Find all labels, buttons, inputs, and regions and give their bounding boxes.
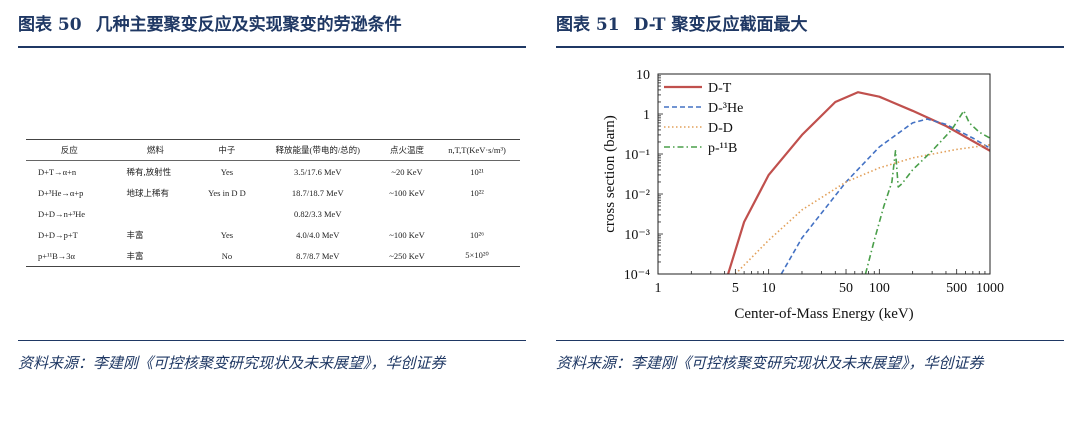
x-tick-label: 500: [946, 281, 967, 296]
table-cell: No: [198, 245, 256, 267]
title-rule: [556, 46, 1064, 48]
table-cell: ~20 KeV: [391, 166, 423, 177]
y-tick-label: 10: [636, 68, 650, 83]
title-rule: [18, 46, 526, 48]
table-cell: 10²¹: [470, 166, 484, 177]
x-tick-label: 10: [762, 281, 776, 296]
x-tick-label: 100: [869, 281, 890, 296]
legend-label: p-¹¹B: [708, 141, 737, 156]
y-tick-label: 10⁻²: [624, 188, 650, 203]
table-row: D+D→n+³He 0.82/3.3 MeV: [26, 203, 520, 224]
x-tick-label: 50: [839, 281, 853, 296]
figure-51-title: 图表 51 D-T 聚变反应截面最大: [556, 10, 1064, 40]
y-axis-title: cross section (barn): [602, 115, 618, 232]
table-cell: 0.82/3.3 MeV: [294, 208, 342, 219]
table-cell: [113, 203, 199, 224]
col-header-ignition-temp: 点火温度: [380, 139, 435, 161]
table-cell: 10²⁶: [470, 229, 485, 240]
table-cell: 丰富: [112, 245, 199, 267]
table-cell: [380, 203, 434, 224]
table-cell: Yes: [220, 166, 234, 177]
table-cell: D+T→α+n: [38, 166, 77, 177]
table-cell: 稀有,放射性: [126, 166, 172, 177]
legend-label: D-D: [708, 121, 733, 136]
y-tick-label: 10⁻¹: [624, 148, 650, 163]
table-row: D+T→α+n 稀有,放射性 Yes 3.5/17.6 MeV ~20 KeV …: [26, 161, 520, 183]
table-cell: [198, 203, 255, 224]
table-cell: D+D→p+T: [38, 229, 78, 240]
series-line-3: [734, 144, 990, 274]
figure-50-label: 图表 50: [18, 15, 82, 35]
table-cell: 地球上稀有: [126, 187, 170, 198]
x-tick-label: 5: [732, 281, 739, 296]
col-header-lawson: n,T,T(KeV·s/m³): [434, 139, 520, 161]
table-cell: 18.7/18.7 MeV: [291, 187, 344, 198]
table-cell: ~250 KeV: [380, 245, 435, 267]
table-row: p+¹¹B→3α 丰富 No 8.7/8.7 MeV ~250 KeV 5×10…: [26, 245, 520, 267]
table-row: D+D→p+T 丰富 Yes 4.0/4.0 MeV ~100 KeV 10²⁶: [26, 224, 520, 245]
table-cell: Yes in D D: [208, 187, 246, 198]
table-cell: ~100 KeV: [389, 229, 425, 240]
col-header-reaction: 反应: [26, 139, 113, 161]
cross-section-chart: 1 5 10 50 100 500 1000 10 1 10⁻¹ 10⁻² 10⁻³ 10⁻⁴ Cente…: [602, 68, 1004, 322]
figure-51-label: 图表 51: [556, 15, 620, 35]
table-cell: 10²²: [470, 187, 484, 198]
figure-51-caption: D-T 聚变反应截面最大: [633, 15, 808, 35]
figure-50-caption: 几种主要聚变反应及实现聚变的劳逊条件: [95, 15, 402, 35]
col-header-fuel: 燃料: [112, 139, 199, 161]
fusion-conditions-table: 反应 燃料 中子 释放能量(带电的/总的) 点火温度 n,T,T(KeV·s/m…: [26, 139, 520, 267]
table-cell: 8.7/8.7 MeV: [255, 245, 381, 267]
y-tick-label: 1: [643, 108, 650, 123]
right-panel: 图表 51 D-T 聚变反应截面最大 1 5 10 50 100 500 1000 10 1 10⁻…: [556, 0, 1064, 372]
series-line-2: [780, 118, 990, 274]
x-tick-label: 1000: [976, 281, 1004, 296]
table-cell: [434, 203, 520, 224]
table-cell: D+D→n+³He: [38, 208, 86, 219]
x-axis-title: Center-of-Mass Energy (keV): [734, 306, 913, 322]
y-tick-label: 10⁻⁴: [624, 268, 650, 283]
table-cell: 4.0/4.0 MeV: [296, 229, 340, 240]
table-row: D+³He→α+p 地球上稀有 Yes in D D 18.7/18.7 MeV…: [26, 182, 520, 203]
table-header-row: 反应 燃料 中子 释放能量(带电的/总的) 点火温度 n,T,T(KeV·s/m…: [26, 139, 520, 161]
table-cell: 5×10²⁰: [434, 245, 520, 267]
table-cell: 丰富: [126, 229, 144, 240]
figure-50-title: 图表 50 几种主要聚变反应及实现聚变的劳逊条件: [18, 10, 526, 40]
table-cell: D+³He→α+p: [38, 187, 84, 198]
source-rule: [556, 340, 1064, 341]
plot-frame: [657, 73, 991, 275]
table-cell: 3.5/17.6 MeV: [294, 166, 342, 177]
table-cell: Yes: [220, 229, 234, 240]
legend-label: D-T: [708, 81, 732, 96]
source-rule: [18, 340, 526, 341]
series-line-4: [864, 109, 990, 274]
legend-label: D-³He: [708, 101, 743, 116]
figure-51-source: 资料来源：李建刚《可控核聚变研究现状及未来展望》，华创证券: [556, 354, 984, 372]
series-line-1: [727, 91, 990, 274]
x-tick-label: 1: [655, 281, 662, 296]
table-cell: p+¹¹B→3α: [26, 245, 113, 267]
col-header-neutron: 中子: [198, 139, 256, 161]
y-tick-label: 10⁻³: [624, 228, 650, 243]
figure-50-source: 资料来源：李建刚《可控核聚变研究现状及未来展望》，华创证券: [18, 354, 446, 372]
table-cell: ~100 KeV: [389, 187, 425, 198]
left-panel: 图表 50 几种主要聚变反应及实现聚变的劳逊条件 反应 燃料 中子 释放能量(带电…: [18, 0, 526, 372]
col-header-energy: 释放能量(带电的/总的): [255, 139, 381, 161]
